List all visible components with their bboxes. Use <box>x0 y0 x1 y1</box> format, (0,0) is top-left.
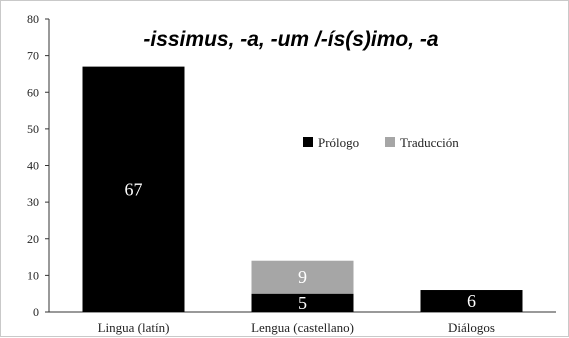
chart-title: -issimus, -a, -um /-ís(s)imo, -a <box>143 28 439 51</box>
x-category-label: Lingua (latín) <box>98 320 170 335</box>
legend-label: Traducción <box>400 135 459 150</box>
bar-segment <box>251 293 354 312</box>
data-label: 67 <box>125 179 143 199</box>
bars: 67 5 9 6 <box>82 66 523 313</box>
y-tick-label: 20 <box>27 232 39 246</box>
data-label: 9 <box>298 267 307 287</box>
bar-segment <box>251 260 354 294</box>
bar-segment <box>420 290 523 312</box>
axes: 0 10 20 30 40 50 60 70 80 Lingua (latín) Lengua (c… <box>27 12 556 335</box>
data-label: 5 <box>298 293 307 313</box>
y-tick-label: 70 <box>27 49 39 63</box>
y-tick-label: 40 <box>27 159 39 173</box>
y-tick-label: 80 <box>27 12 39 26</box>
x-category-label: Lengua (castellano) <box>251 320 354 335</box>
bar-segment <box>82 66 185 312</box>
legend-label: Prólogo <box>318 135 359 150</box>
y-tick-label: 30 <box>27 195 39 209</box>
x-category-label: Diálogos <box>448 320 495 335</box>
y-tick-label: 0 <box>33 305 39 319</box>
legend-swatch <box>385 137 395 147</box>
y-tick-label: 60 <box>27 85 39 99</box>
y-tick-label: 10 <box>27 268 39 282</box>
y-tick-label: 50 <box>27 122 39 136</box>
legend: Prólogo Traducción <box>303 135 459 150</box>
legend-swatch <box>303 137 313 147</box>
data-label: 6 <box>467 291 476 311</box>
